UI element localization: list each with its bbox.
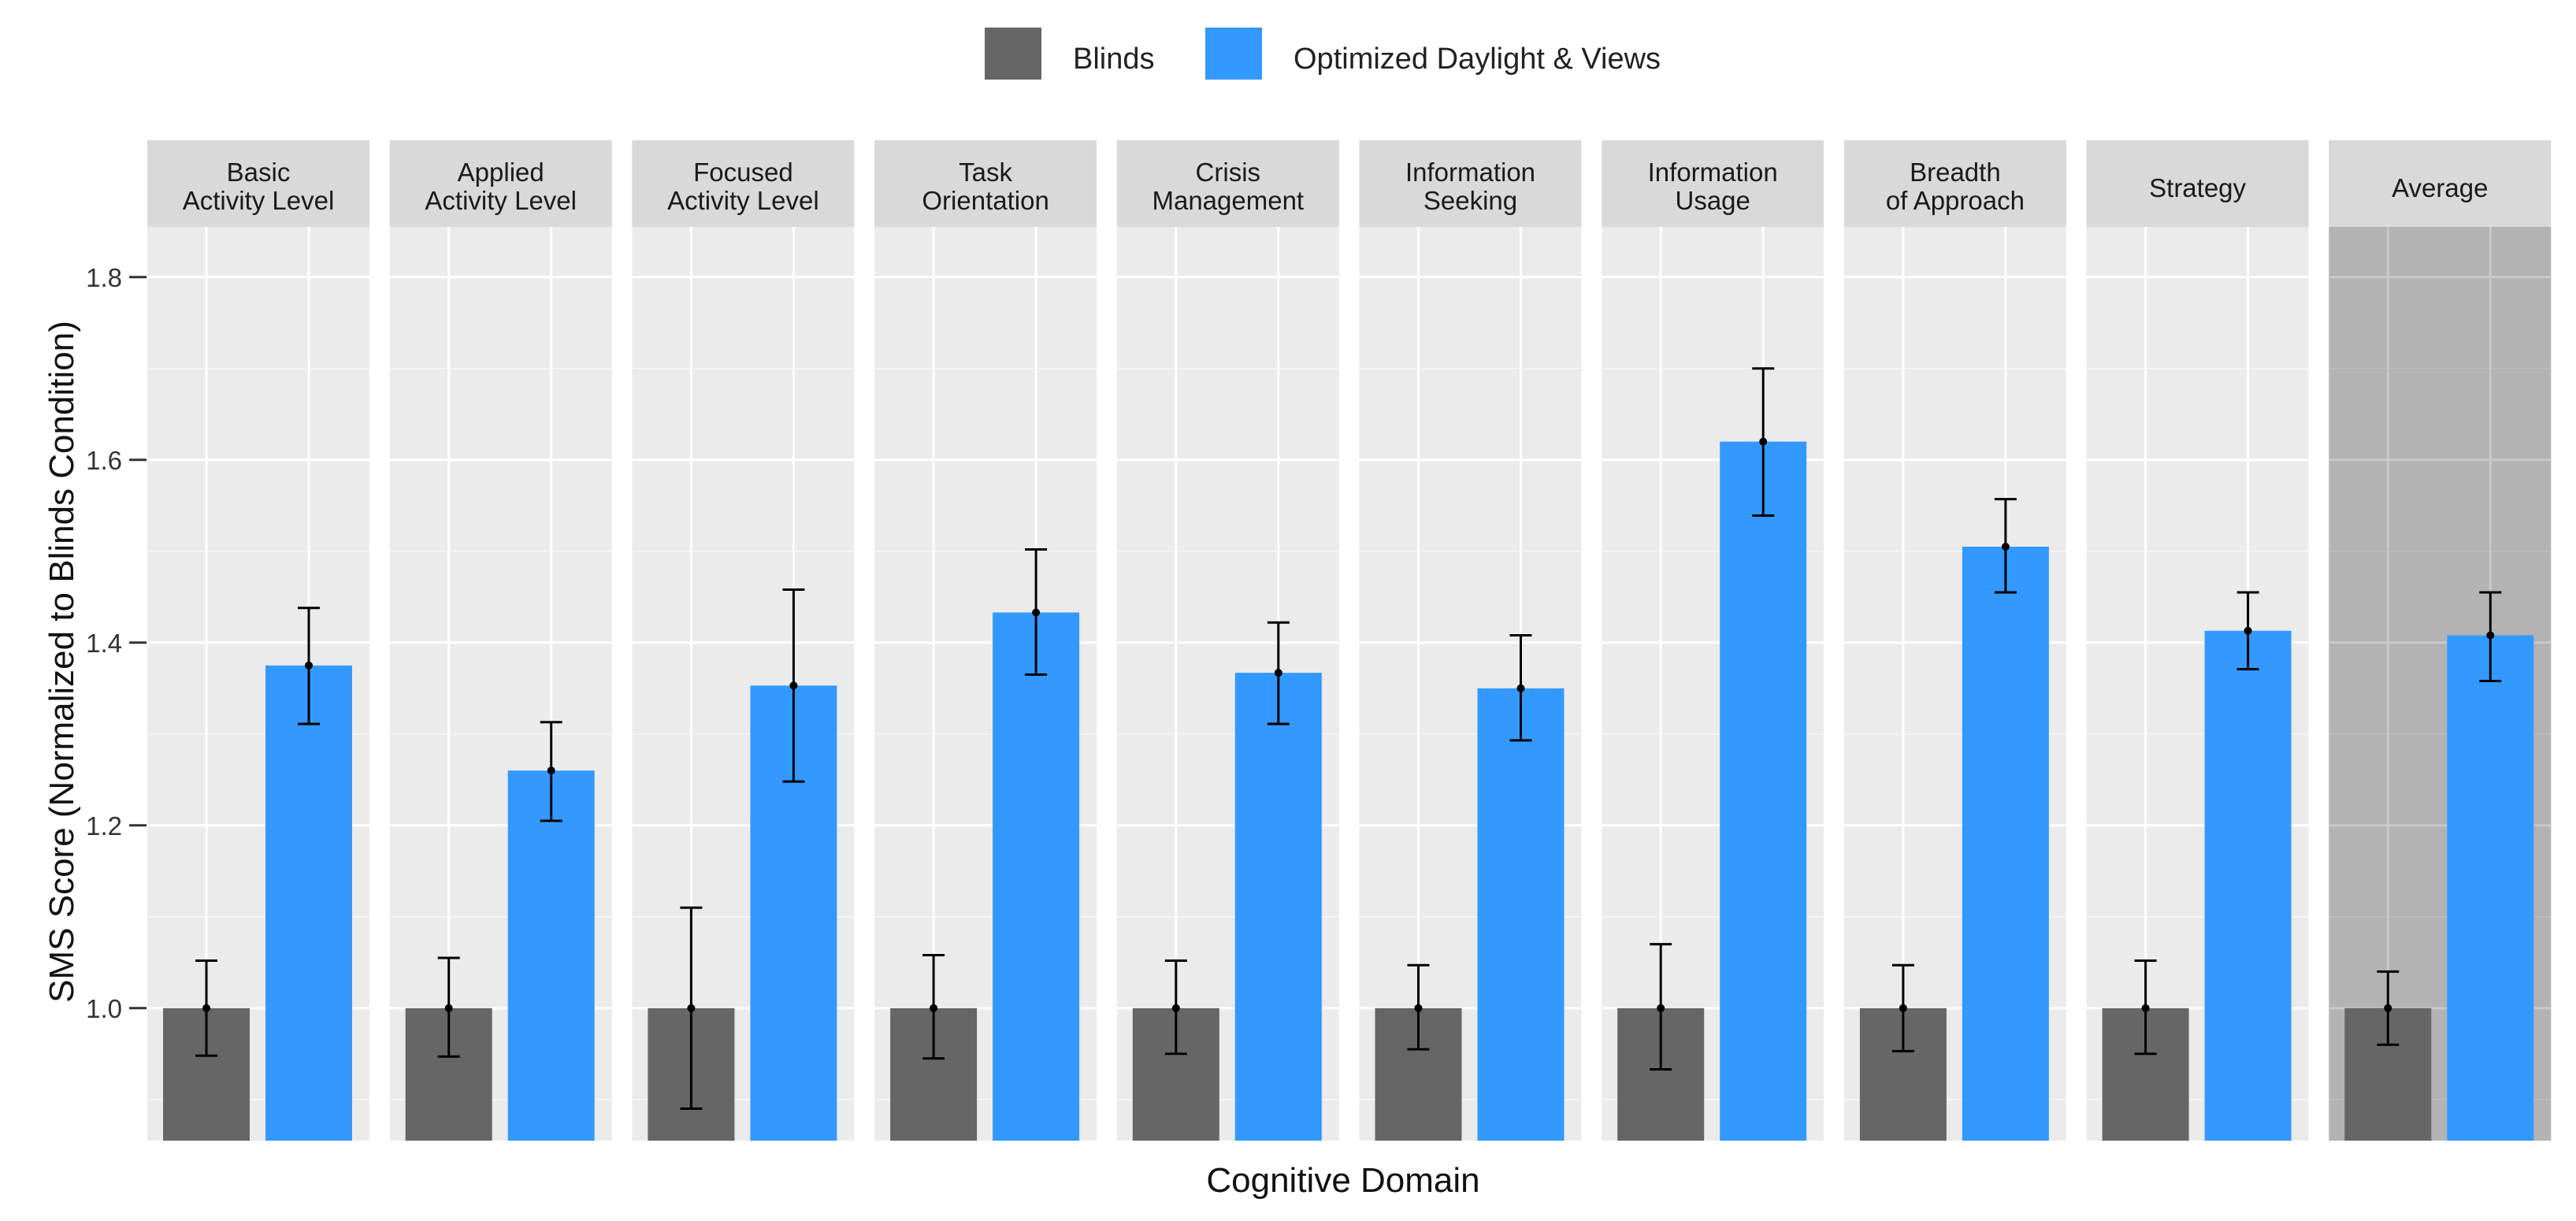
bar-optimized [2447,635,2534,1141]
facet-strip-label-line-1: Crisis [1196,158,1260,187]
mean-point [202,1004,210,1012]
mean-point [1759,437,1768,446]
facet-strip [1602,140,1824,227]
mean-point [2486,631,2495,640]
mean-point [1516,684,1525,692]
bar-optimized [1234,673,1322,1141]
bar-optimized [993,612,1080,1141]
facet-strip-label-line-2: Activity Level [425,186,577,215]
mean-point [1171,1004,1180,1012]
facet-strip-label-line-1: Basic [227,158,291,187]
mean-point [1032,608,1041,617]
facet-strip-label-line-2: Orientation [922,186,1049,215]
facet-strip [2329,140,2552,227]
facet-strip-label-line-1: Breadth [1910,158,2001,187]
bar-optimized [507,770,595,1141]
mean-point [547,766,555,775]
facet-panel-9: Strategy [2086,140,2309,1141]
facet-strip [1843,140,2066,227]
mean-point [2141,1004,2150,1012]
facet-strip-label-line-2: Activity Level [183,186,335,215]
mean-point [305,661,313,670]
facet-strip-label-line-1: Information [1648,158,1778,187]
legend-swatch-1 [985,28,1041,80]
y-tick-label-1: 1.0 [86,994,122,1023]
mean-point [687,1004,696,1012]
facet-strip [2086,140,2309,227]
facet-strip [1359,140,1582,227]
facet-strip [632,140,855,227]
x-axis-title: Cognitive Domain [1206,1161,1479,1200]
bar-optimized [265,665,352,1141]
y-tick-label-4: 1.6 [86,446,122,475]
facet-strip [389,140,612,227]
mean-point [930,1004,938,1012]
y-axis-title: SMS Score (Normalized to Blinds Conditio… [43,321,81,1003]
facet-strip-label-line-2: Activity Level [667,186,819,215]
bar-optimized [1720,441,1807,1141]
y-axis: 1.0 1.2 1.4 1.6 1.8 [86,263,147,1023]
facet-strip [1116,140,1339,227]
bar-optimized [1477,688,1565,1141]
y-tick-label-5: 1.8 [86,263,122,292]
y-tick-label-2: 1.2 [86,811,122,841]
facet-strip-label-line-2: Usage [1676,186,1750,215]
legend-label-1: Blinds [1073,43,1155,76]
mean-point [789,681,798,690]
mean-point [2001,543,2010,551]
facet-strip [147,140,369,227]
facet-strip-label-line-1: Task [959,158,1012,187]
facet-strip-label: Average [2392,173,2488,202]
bar-optimized [2204,630,2292,1141]
facet-strip-label-line-1: Applied [458,158,544,187]
mean-point [1657,1004,1665,1012]
mean-point [2244,626,2252,635]
mean-point [1414,1004,1423,1012]
mean-point [2384,1004,2392,1012]
facet-strip-label-line-1: Information [1405,158,1535,187]
legend: Blinds Optimized Daylight & Views [985,28,1661,80]
facet-strip [874,140,1097,227]
mean-point [1899,1004,1907,1012]
facet-strip-label-line-2: of Approach [1886,186,2025,215]
facet-strip-label: Strategy [2149,173,2246,202]
y-tick-label-3: 1.4 [86,629,122,658]
mean-point [444,1004,453,1012]
facet-strip-label-line-2: Seeking [1423,186,1517,215]
bar-optimized [1962,547,2049,1141]
facet-strip-label-line-2: Management [1152,186,1304,215]
facet-panel-10: Average [2329,140,2552,1141]
legend-swatch-2 [1205,28,1262,80]
mean-point [1274,669,1282,677]
legend-label-2: Optimized Daylight & Views [1294,43,1661,76]
facet-strip-label-line-1: Focused [693,158,793,187]
